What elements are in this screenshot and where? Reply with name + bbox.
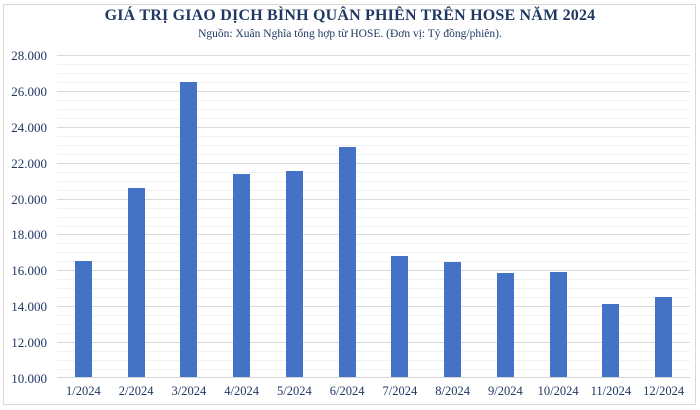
gridline-minor: [57, 324, 690, 326]
gridline-major: [57, 198, 690, 200]
gridline-major: [57, 306, 690, 308]
chart-title: GIÁ TRỊ GIAO DỊCH BÌNH QUÂN PHIÊN TRÊN H…: [104, 7, 596, 24]
x-tick-label: 1/2024: [66, 384, 101, 398]
gridline-minor: [57, 243, 690, 245]
x-tick-label: 8/2024: [435, 384, 470, 398]
gridline-minor: [57, 297, 690, 299]
gridline-minor: [57, 369, 690, 370]
gridline-major: [57, 126, 690, 128]
y-tick-label: 28.000: [11, 48, 47, 63]
chart-subtitle: Nguồn: Xuân Nghĩa tổng hợp từ HOSE. (Đơn…: [198, 28, 502, 40]
gridline-minor: [57, 144, 690, 146]
gridline-minor: [57, 216, 690, 218]
gridline-major: [57, 342, 690, 344]
bar-5-2024: [285, 170, 303, 377]
x-tick-label: 10/2024: [537, 384, 579, 398]
x-tick-label: 4/2024: [224, 384, 259, 398]
bar-7-2024: [391, 255, 409, 377]
x-tick-label: 12/2024: [643, 384, 685, 398]
gridline-minor: [57, 81, 690, 83]
gridline-minor: [57, 252, 690, 254]
x-tick-label: 6/2024: [329, 384, 365, 398]
bar-1-2024: [74, 261, 92, 377]
bar-4-2024: [233, 174, 251, 377]
x-axis-line: [57, 377, 690, 378]
gridline-minor: [57, 333, 690, 335]
y-tick-label: 10.000: [11, 371, 47, 386]
x-tick-label: 9/2024: [488, 384, 523, 398]
bar-3-2024: [180, 82, 198, 377]
x-tick-label: 11/2024: [590, 384, 632, 398]
y-tick-label: 22.000: [11, 155, 47, 171]
gridline-minor: [57, 360, 690, 362]
gridline-major: [57, 90, 690, 92]
gridline-minor: [57, 153, 690, 155]
gridline-minor: [57, 315, 690, 317]
gridline-minor: [57, 279, 690, 281]
bar-6-2024: [338, 146, 356, 377]
y-tick-label: 14.000: [11, 299, 47, 315]
bar-12-2024: [655, 297, 673, 377]
y-tick-label: 16.000: [11, 263, 47, 279]
y-tick-label: 20.000: [11, 191, 47, 207]
y-tick-label: 12.000: [11, 335, 47, 351]
gridline-minor: [57, 225, 690, 227]
gridline-minor: [57, 189, 690, 191]
bar-8-2024: [444, 262, 462, 377]
gridline-major: [57, 234, 690, 236]
bar-11-2024: [602, 304, 620, 377]
x-tick-label: 5/2024: [277, 384, 312, 398]
x-tick-label: 2/2024: [118, 384, 154, 398]
gridline-minor: [57, 171, 690, 173]
gridline-minor: [57, 64, 690, 65]
gridline-minor: [57, 72, 690, 74]
y-tick-label: 26.000: [11, 83, 47, 99]
x-tick-label: 7/2024: [382, 384, 418, 398]
gridline-minor: [57, 288, 690, 290]
gridline-minor: [57, 180, 690, 182]
gridline-minor: [57, 207, 690, 209]
x-tick-label: 3/2024: [171, 384, 207, 398]
gridline-major: [57, 55, 690, 56]
bar-9-2024: [496, 273, 514, 377]
plot-area: [57, 55, 690, 378]
gridline-minor: [57, 117, 690, 119]
y-tick-label: 24.000: [11, 119, 47, 135]
gridline-minor: [57, 261, 690, 263]
gridline-major: [57, 162, 690, 164]
gridline-minor: [57, 99, 690, 101]
gridline-minor: [57, 108, 690, 110]
gridline-minor: [57, 135, 690, 137]
gridline-minor: [57, 351, 690, 353]
gridline-major: [57, 270, 690, 272]
y-tick-label: 18.000: [11, 227, 47, 243]
bar-2-2024: [127, 187, 145, 377]
bar-10-2024: [549, 272, 567, 377]
